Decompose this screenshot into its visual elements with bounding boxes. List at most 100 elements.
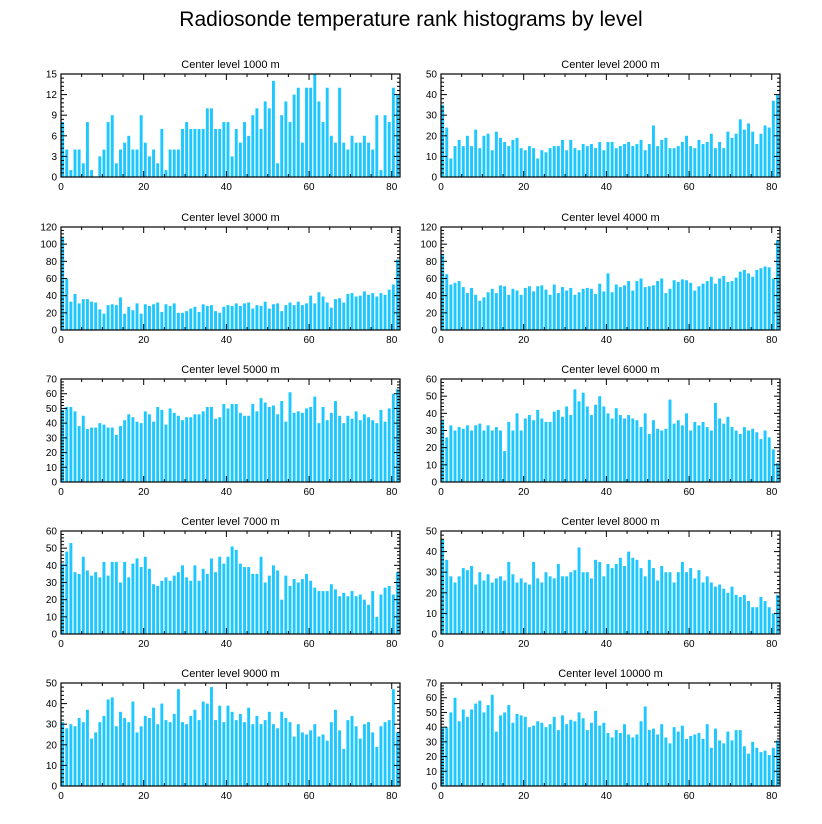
bar	[334, 142, 337, 177]
bar	[176, 689, 180, 786]
bar	[618, 415, 622, 482]
y-tick-label: 40	[426, 547, 438, 558]
x-tick-label: 40	[601, 487, 613, 498]
bar	[65, 406, 69, 482]
bar	[552, 411, 556, 482]
bar	[139, 423, 143, 482]
bar	[610, 737, 614, 786]
y-tick-label: 12	[46, 90, 58, 101]
bar	[156, 724, 160, 786]
bar	[371, 420, 375, 482]
bar	[147, 305, 151, 330]
bar	[172, 713, 176, 786]
bar	[181, 128, 184, 177]
bar	[61, 722, 65, 786]
bar	[507, 294, 511, 330]
bar	[288, 585, 292, 634]
bar	[243, 303, 246, 330]
y-tick-label: 20	[426, 443, 438, 454]
bar	[193, 414, 197, 482]
bar	[77, 426, 81, 482]
bar	[494, 131, 498, 177]
x-tick-label: 80	[766, 182, 778, 193]
bar	[486, 574, 490, 634]
bar	[573, 294, 577, 330]
bar	[693, 421, 697, 482]
bar	[160, 128, 164, 177]
bar	[499, 285, 502, 330]
bar	[618, 733, 622, 786]
bar	[94, 732, 98, 786]
y-tick-label: 0	[431, 478, 437, 489]
bar	[127, 722, 131, 786]
bar	[606, 141, 610, 177]
bar	[445, 127, 449, 177]
bar	[565, 290, 569, 330]
bar	[685, 413, 688, 482]
bar	[532, 561, 536, 634]
bar	[573, 721, 577, 786]
bar	[172, 412, 176, 482]
bar	[503, 712, 507, 786]
bar	[639, 721, 643, 786]
bar	[164, 720, 168, 786]
x-tick-label: 20	[138, 791, 150, 802]
bar	[647, 286, 651, 330]
y-tick-label: 20	[426, 131, 438, 142]
bar	[445, 559, 449, 634]
bar	[709, 133, 713, 177]
bar	[556, 730, 560, 786]
bar	[325, 740, 329, 786]
bar	[722, 148, 726, 177]
bar	[627, 141, 631, 177]
bar	[718, 278, 722, 330]
bar	[379, 293, 383, 330]
bar	[94, 302, 98, 330]
y-tick-label: 120	[40, 223, 57, 234]
bar	[391, 87, 395, 177]
bar	[561, 287, 564, 330]
bar	[685, 280, 688, 330]
bar	[226, 122, 230, 177]
bar	[317, 736, 321, 786]
bar	[209, 406, 213, 482]
bar	[515, 582, 519, 634]
bar	[201, 701, 205, 786]
bar	[209, 558, 213, 634]
bar	[243, 722, 246, 786]
bar	[523, 150, 527, 177]
bar	[391, 689, 395, 786]
bar	[623, 285, 626, 330]
bar	[147, 414, 151, 482]
bar	[656, 734, 660, 786]
bar	[532, 420, 536, 482]
bar	[639, 427, 643, 482]
bar	[767, 127, 771, 177]
bar	[247, 302, 251, 330]
bar	[747, 753, 751, 786]
bar	[350, 715, 354, 786]
panel-title: Center level 9000 m	[181, 668, 279, 680]
bar	[589, 144, 593, 177]
bar	[222, 122, 226, 177]
bar	[569, 287, 573, 330]
bar	[139, 313, 143, 330]
bar	[767, 437, 771, 482]
bar	[742, 427, 746, 482]
y-tick-label: 40	[426, 723, 438, 734]
bar	[123, 420, 127, 482]
bar	[490, 694, 494, 786]
bar	[494, 293, 498, 330]
bar	[209, 687, 213, 786]
bar	[85, 429, 89, 482]
bar	[230, 546, 234, 634]
bar	[689, 735, 693, 786]
bar	[490, 582, 494, 634]
bar	[730, 427, 734, 482]
bar	[470, 709, 474, 786]
bar	[185, 311, 189, 330]
bar	[569, 139, 573, 177]
bar	[143, 556, 147, 634]
bar	[259, 556, 263, 634]
bar	[714, 148, 717, 177]
